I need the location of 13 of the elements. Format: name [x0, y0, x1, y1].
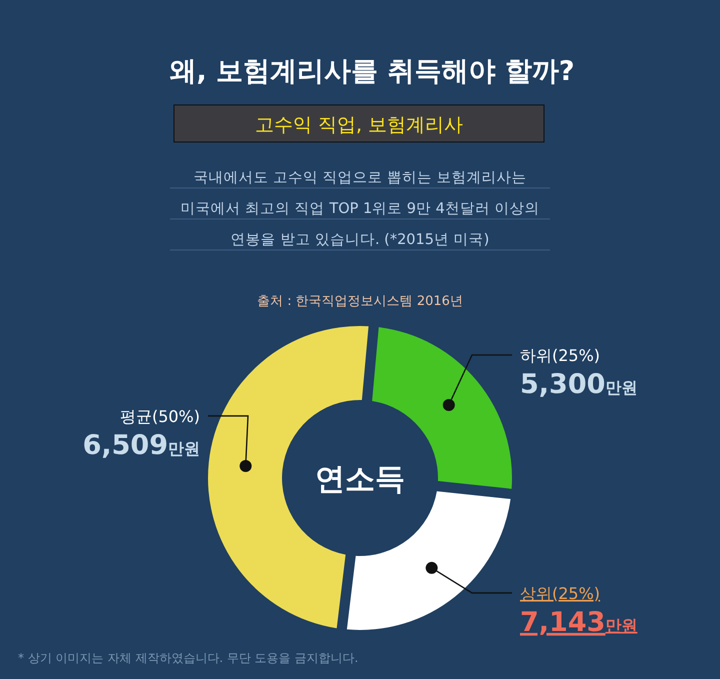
slice-label: 상위(25%) [520, 584, 600, 603]
source-note: 출처 : 한국직업정보시스템 2016년 [257, 294, 463, 309]
slice-label: 평균(50%) [120, 406, 200, 426]
text: 5,300만원 [520, 368, 638, 400]
text: 연소득 [315, 462, 405, 497]
text: 미국에서 최고의 직업 TOP 1위로 9만 4천달러 이상의 [180, 201, 540, 217]
chart-title: 왜, 보험계리사를 취득해야 할까? [169, 56, 575, 87]
text: 국내에서도 고수익 직업으로 뽑히는 보험계리사는 [193, 170, 527, 186]
text: 6,509만원 [82, 430, 200, 461]
slice-label: 하위(25%) [520, 346, 600, 365]
text: 연봉을 받고 있습니다. (*2015년 미국) [230, 232, 490, 248]
chart-subtitle: 고수익 직업, 보험계리사 [254, 114, 464, 136]
text: * 상기 이미지는 자체 제작하였습니다. 무단 도용을 금지합니다. [18, 651, 358, 665]
